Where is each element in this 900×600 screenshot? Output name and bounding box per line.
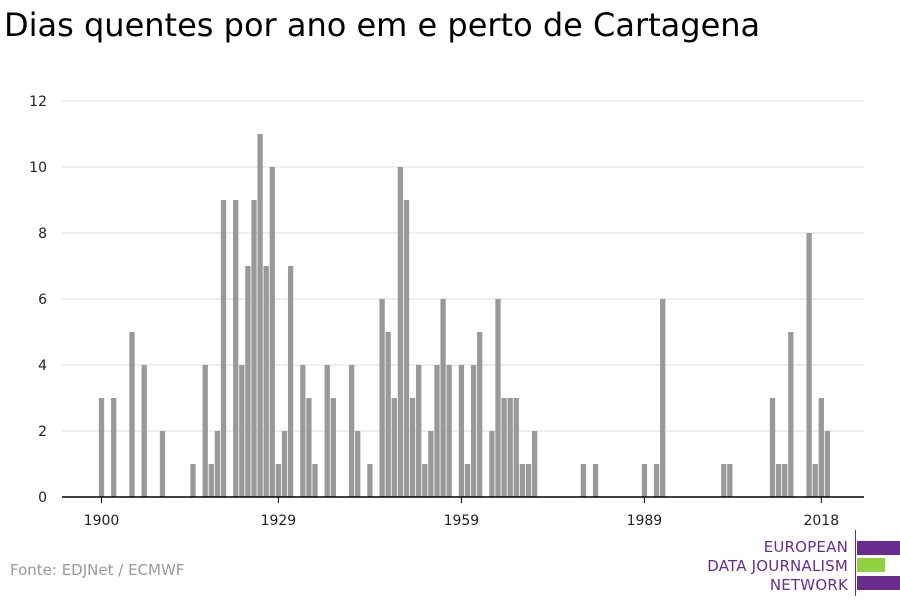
y-tick-label: 2 [38, 424, 47, 440]
bar-1964 [489, 431, 495, 497]
bar-1947 [385, 332, 391, 497]
logo-divider [855, 530, 856, 596]
y-tick-label: 6 [38, 292, 47, 308]
bar-1937 [324, 365, 330, 497]
bar-1950 [403, 200, 410, 497]
logo-line-2: DATA JOURNALISM [707, 557, 848, 575]
bar-1907 [141, 365, 147, 497]
bar-1951 [409, 398, 416, 497]
bar-1960 [464, 464, 471, 497]
bar-2002 [721, 464, 727, 497]
bar-1959 [458, 365, 465, 497]
y-tick-label: 8 [38, 226, 47, 242]
y-tick-label: 4 [38, 358, 47, 374]
bar-1949 [397, 167, 404, 497]
bar-1969 [519, 464, 526, 497]
y-axis-ticks: 0 2 4 6 8 10 12 [29, 94, 47, 506]
bar-1938 [330, 398, 336, 497]
logo-bar-bottom [857, 576, 900, 590]
bar-2010 [769, 398, 776, 497]
bar-1931 [287, 266, 294, 497]
bar-1965 [495, 299, 501, 497]
bar-1930 [281, 431, 288, 497]
x-tick-label: 1929 [261, 513, 297, 529]
y-tick-label: 0 [38, 490, 47, 506]
x-tick-label: 1959 [444, 513, 480, 529]
bar-1952 [416, 365, 422, 497]
bar-1934 [306, 398, 312, 497]
bar-1942 [355, 431, 361, 497]
x-tick-label: 1989 [627, 513, 663, 529]
x-tick-label: 2018 [803, 513, 839, 529]
bar-1924 [245, 266, 251, 497]
bar-1953 [422, 464, 428, 497]
edjnet-logo: EUROPEAN DATA JOURNALISM NETWORK [700, 530, 900, 596]
bar-1948 [391, 398, 397, 497]
chart-title: Dias quentes por ano em e perto de Carta… [4, 6, 761, 44]
bar-2018 [818, 398, 824, 497]
bar-1910 [159, 431, 166, 497]
bar-1966 [501, 398, 507, 497]
bar-1991 [653, 464, 660, 497]
bar-2016 [806, 233, 812, 497]
bar-2012 [782, 464, 788, 497]
bar-1920 [220, 200, 227, 497]
logo-line-1: EUROPEAN [763, 538, 848, 556]
bar-2017 [812, 464, 818, 497]
bar-1929 [275, 464, 282, 497]
source-note: Fonte: EDJNet / ECMWF [10, 561, 185, 579]
bar-1941 [348, 365, 355, 497]
bar-1927 [263, 266, 269, 497]
bar-1970 [525, 464, 532, 497]
bar-1968 [513, 398, 519, 497]
y-tick-label: 12 [29, 94, 47, 110]
bar-1928 [269, 167, 275, 497]
bar-1905 [129, 332, 135, 497]
logo-bar-middle [857, 558, 885, 572]
bar-1933 [300, 365, 306, 497]
bar-1954 [428, 431, 434, 497]
bar-1981 [592, 464, 599, 497]
bar-1962 [477, 332, 483, 497]
bar-2019 [824, 431, 831, 497]
bar-1919 [214, 431, 221, 497]
bar-1902 [111, 398, 117, 497]
bar-1946 [379, 299, 385, 497]
bar-1918 [208, 464, 214, 497]
bar-2003 [727, 464, 733, 497]
bar-1926 [257, 134, 263, 497]
logo-text: EUROPEAN DATA JOURNALISM NETWORK [707, 538, 848, 595]
bar-1971 [531, 431, 538, 497]
bar-1915 [190, 464, 196, 497]
bar-1992 [660, 299, 666, 497]
bar-1935 [312, 464, 318, 497]
bars [98, 134, 831, 497]
bar-1944 [367, 464, 373, 497]
x-axis-ticks: 1900 1929 1959 1989 2018 [84, 497, 839, 529]
bar-1900 [98, 398, 105, 497]
bar-1967 [507, 398, 513, 497]
bar-1961 [470, 365, 477, 497]
logo-bar-top [857, 541, 900, 555]
y-tick-label: 10 [29, 160, 47, 176]
x-tick-label: 1900 [84, 513, 120, 529]
bar-1979 [580, 464, 587, 497]
bar-1923 [239, 365, 245, 497]
bar-1957 [446, 365, 452, 497]
bar-1922 [233, 200, 239, 497]
bar-1955 [434, 365, 440, 497]
bar-1956 [440, 299, 446, 497]
bar-1925 [251, 200, 257, 497]
bar-1917 [202, 365, 208, 497]
bar-1989 [641, 464, 648, 497]
bar-2013 [788, 332, 794, 497]
logo-line-3: NETWORK [769, 576, 848, 594]
bar-2011 [775, 464, 782, 497]
